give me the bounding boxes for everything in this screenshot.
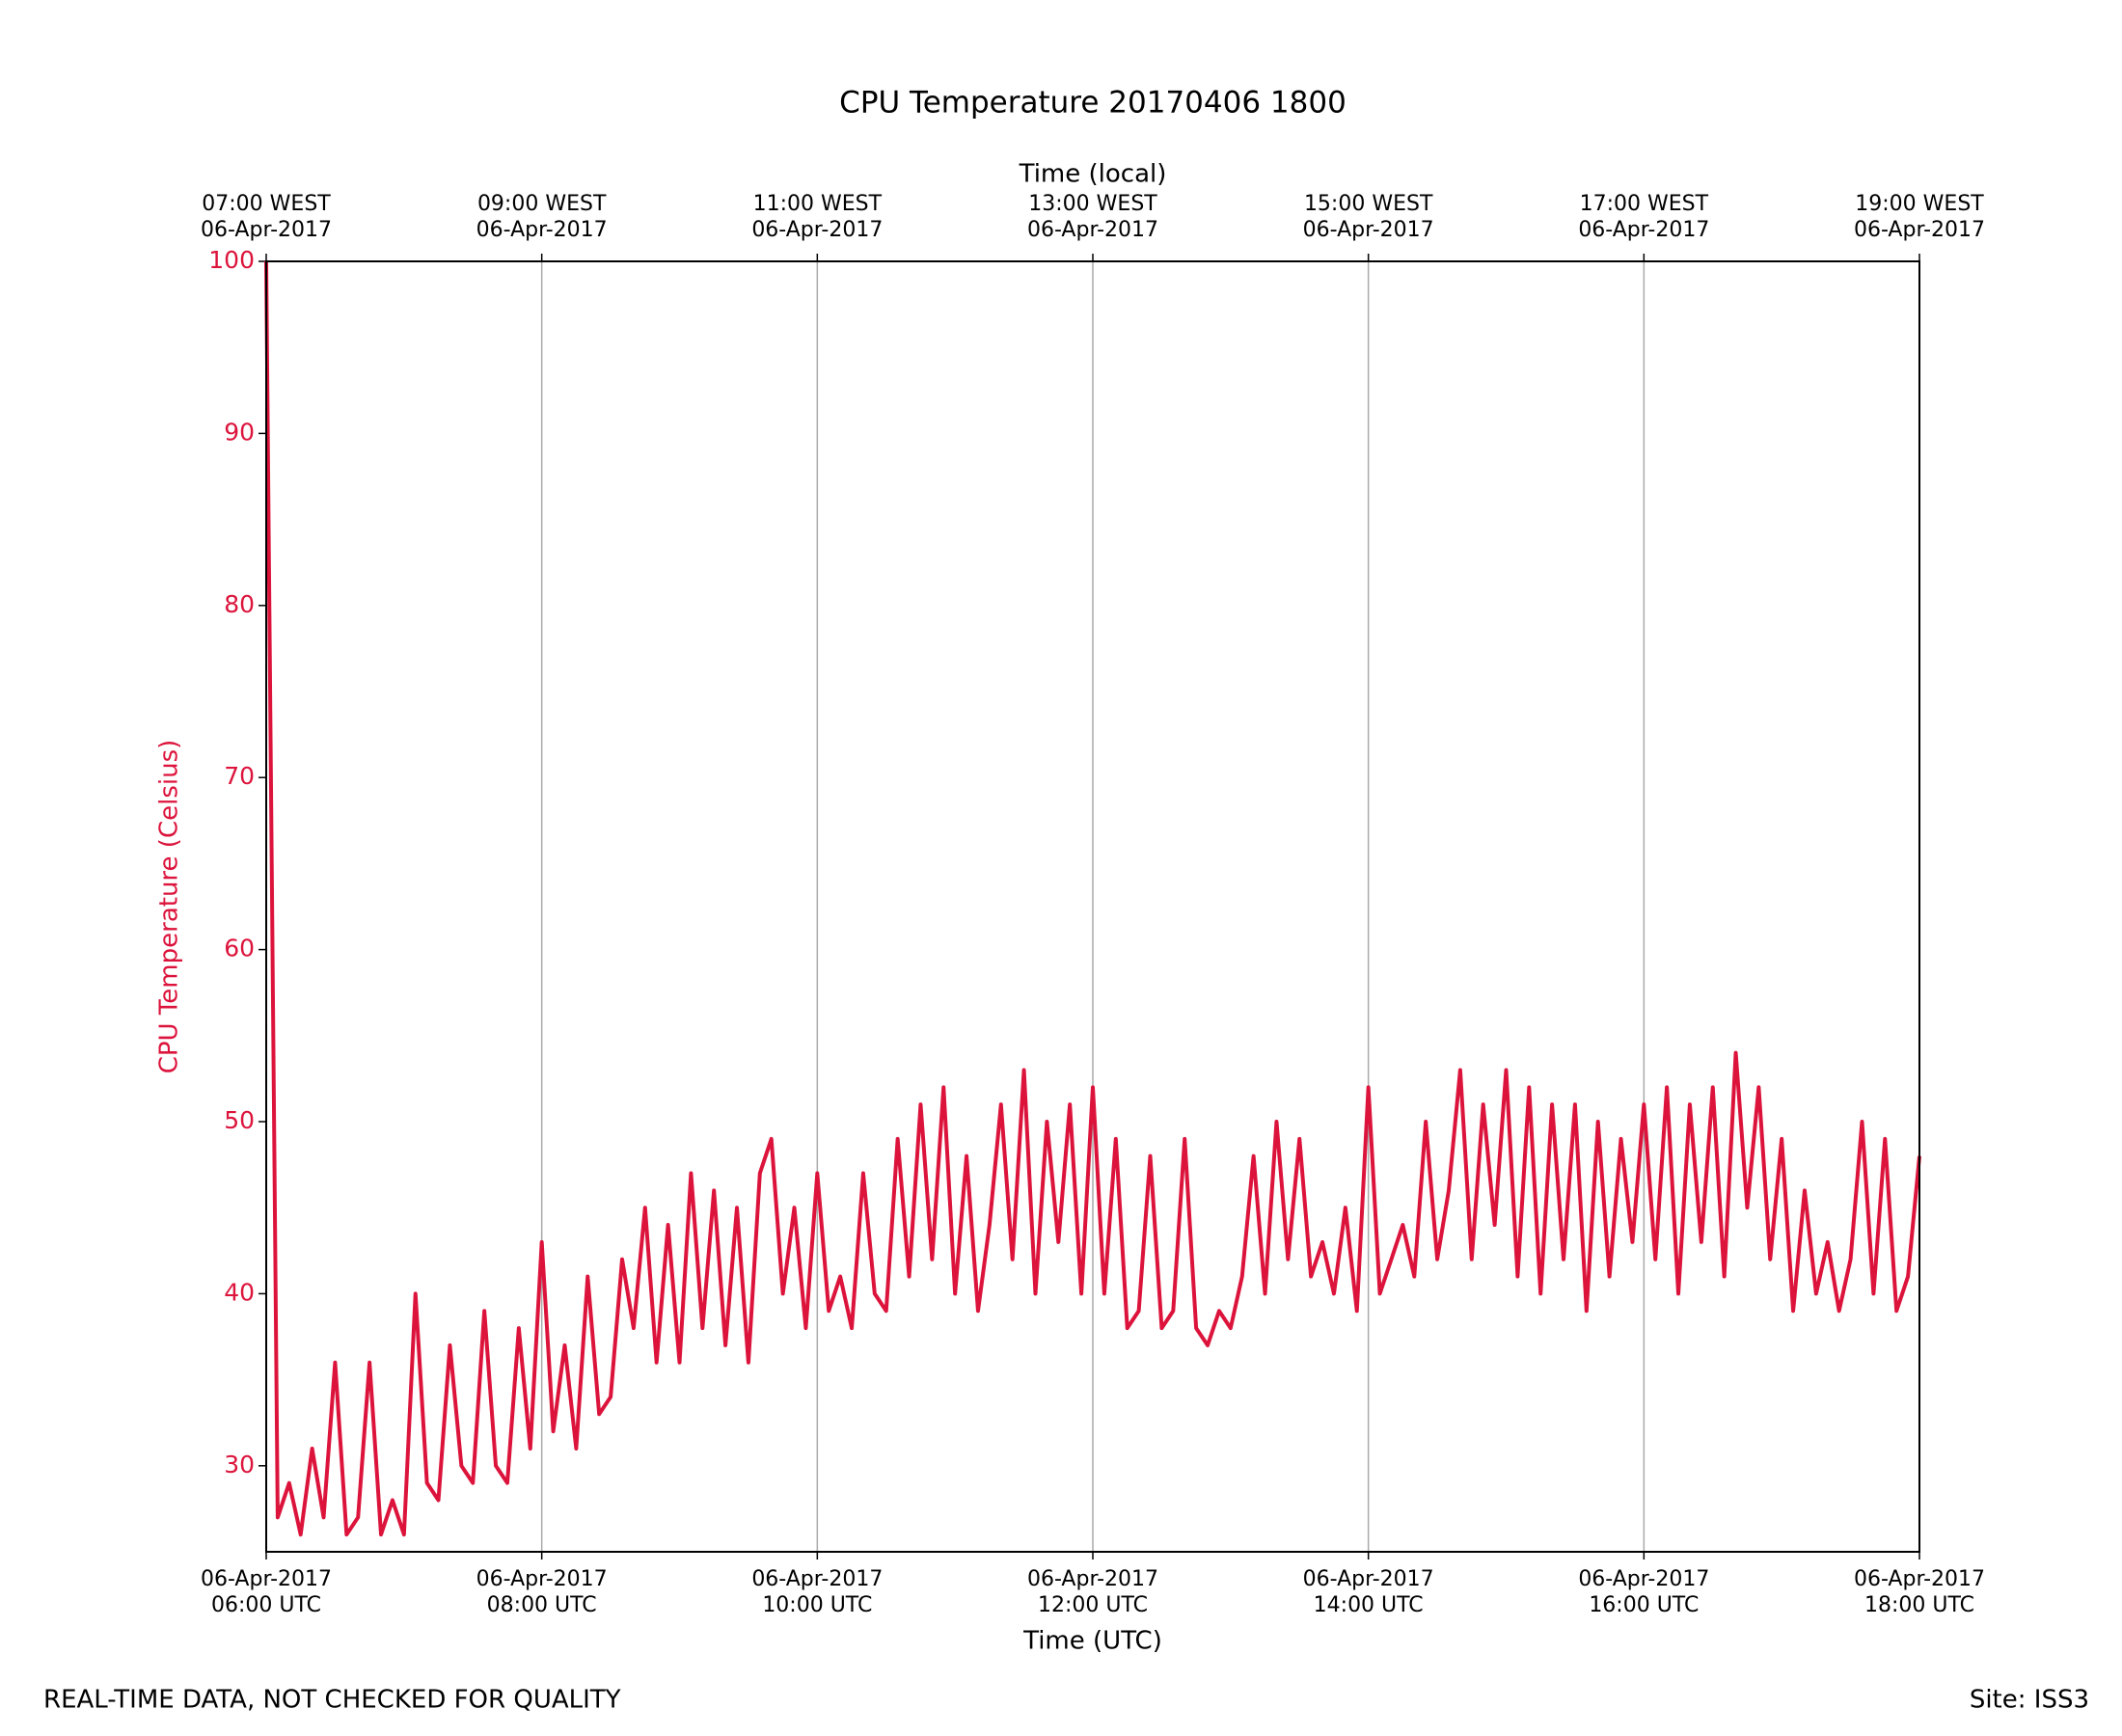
x2-tick-label: 06-Apr-2017	[1303, 218, 1434, 242]
x2-tick-label: 15:00 WEST	[1304, 192, 1433, 216]
y-tick-label: 100	[208, 246, 255, 274]
x2-tick-label: 09:00 WEST	[477, 192, 607, 216]
y-tick-label: 40	[224, 1278, 255, 1306]
y-tick-label: 70	[224, 762, 255, 790]
y-tick-label: 30	[224, 1451, 255, 1478]
x-tick-label: 18:00 UTC	[1864, 1593, 1974, 1617]
x-tick-label: 08:00 UTC	[487, 1593, 597, 1617]
x2-tick-label: 11:00 WEST	[753, 192, 883, 216]
x2-axis-label: Time (local)	[1019, 160, 1167, 189]
x2-tick-label: 06-Apr-2017	[1027, 218, 1158, 242]
x-tick-label: 06-Apr-2017	[476, 1567, 608, 1591]
plot-frame	[265, 260, 1920, 1553]
y-tick-label: 80	[224, 590, 255, 618]
x-tick-label: 16:00 UTC	[1589, 1593, 1699, 1617]
x2-tick-label: 07:00 WEST	[202, 192, 331, 216]
x2-tick-label: 17:00 WEST	[1580, 192, 1709, 216]
x2-tick-label: 06-Apr-2017	[751, 218, 883, 242]
x-tick-label: 12:00 UTC	[1038, 1593, 1148, 1617]
x2-tick-label: 06-Apr-2017	[1578, 218, 1709, 242]
x2-tick-label: 19:00 WEST	[1855, 192, 1984, 216]
x-tick-label: 06-Apr-2017	[1027, 1567, 1158, 1591]
x-tick-label: 06-Apr-2017	[1303, 1567, 1434, 1591]
x-tick-label: 06-Apr-2017	[201, 1567, 332, 1591]
y-tick-label: 50	[224, 1106, 255, 1134]
x-axis-label: Time (UTC)	[1022, 1627, 1162, 1656]
footer-left: REAL-TIME DATA, NOT CHECKED FOR QUALITY	[43, 1686, 621, 1715]
x-tick-label: 06-Apr-2017	[1578, 1567, 1709, 1591]
chart-title: CPU Temperature 20170406 1800	[839, 86, 1347, 121]
footer-right: Site: ISS3	[1970, 1686, 2089, 1715]
x-tick-label: 14:00 UTC	[1314, 1593, 1424, 1617]
x2-tick-label: 13:00 WEST	[1028, 192, 1157, 216]
x2-tick-label: 06-Apr-2017	[201, 218, 332, 242]
x2-tick-label: 06-Apr-2017	[1854, 218, 1985, 242]
x-tick-label: 10:00 UTC	[762, 1593, 872, 1617]
x-tick-label: 06:00 UTC	[211, 1593, 321, 1617]
data-line	[264, 260, 1921, 1537]
y-tick-label: 60	[224, 935, 255, 963]
y-axis-label: CPU Temperature (Celsius)	[155, 740, 184, 1074]
y-tick-label: 90	[224, 418, 255, 446]
x-tick-label: 06-Apr-2017	[1854, 1567, 1985, 1591]
x2-tick-label: 06-Apr-2017	[476, 218, 608, 242]
x-tick-label: 06-Apr-2017	[751, 1567, 883, 1591]
